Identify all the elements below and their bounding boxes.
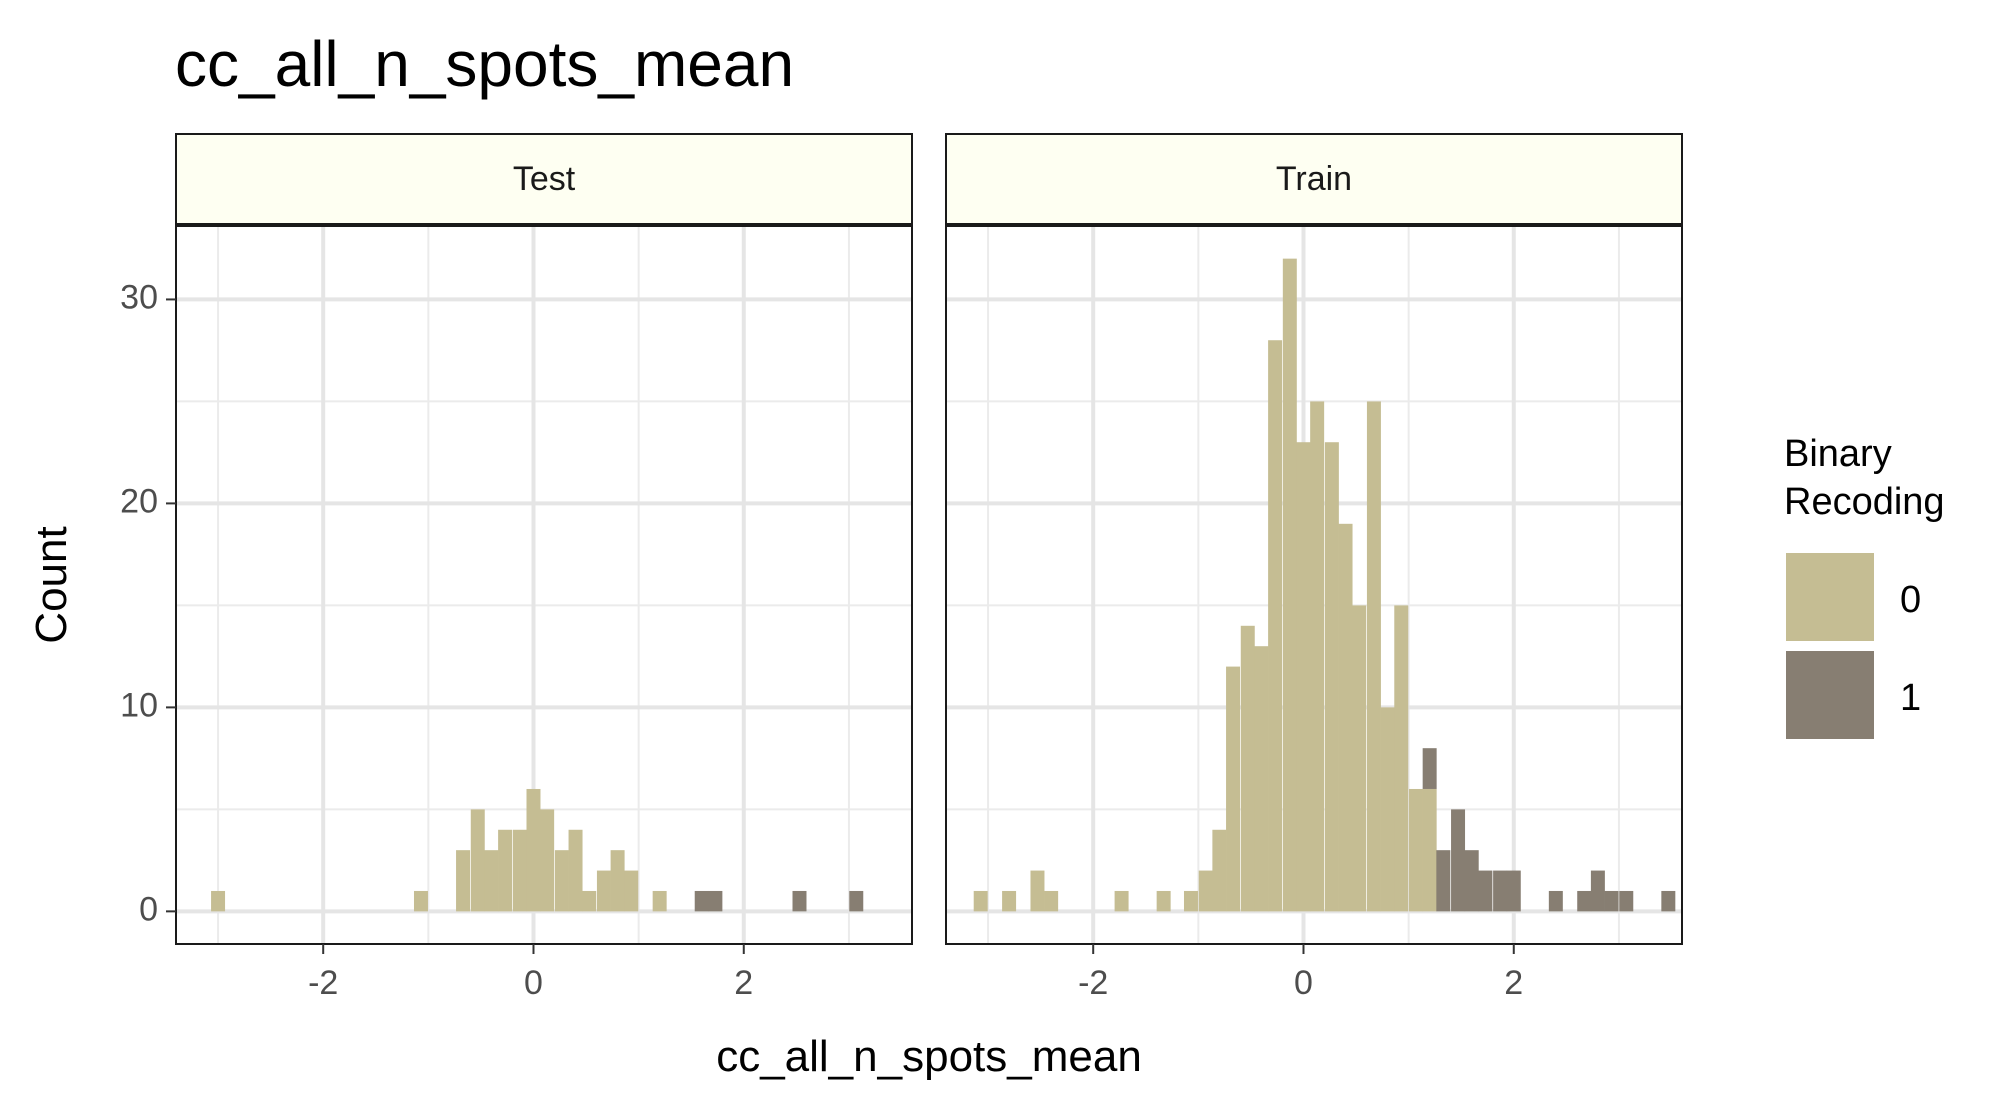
histogram-bar (1422, 788, 1437, 912)
x-tick-label: -2 (1078, 964, 1108, 1002)
y-axis: 0 10 20 30 (120, 278, 176, 928)
histogram-bar (1366, 401, 1381, 912)
histogram-bar (526, 788, 541, 912)
facet-panel-train: Train -2 0 2 (945, 133, 1683, 1002)
histogram-bar (1352, 605, 1367, 912)
histogram-bar (1212, 829, 1227, 912)
x-ticks-test: -2 0 2 (308, 944, 753, 1002)
facet-panel-test: Test -2 0 2 (175, 133, 913, 1002)
bars-test (211, 788, 864, 912)
histogram-bar (1240, 625, 1255, 912)
y-axis-title: Count (27, 526, 76, 643)
histogram-bar (1619, 890, 1634, 912)
y-tick-label: 30 (120, 278, 158, 316)
facet-strip-test (175, 133, 913, 225)
x-tick-label: 2 (734, 964, 753, 1002)
histogram-bar (1478, 870, 1493, 912)
histogram-bar (211, 890, 226, 912)
y-tick-label: 10 (120, 686, 158, 724)
histogram-bar (1002, 890, 1017, 912)
histogram-bar (1254, 646, 1269, 912)
y-tick-label: 20 (120, 482, 158, 520)
histogram-bar (1493, 870, 1508, 912)
chart-title: cc_all_n_spots_mean (175, 28, 794, 100)
histogram-bar (1422, 748, 1437, 789)
histogram-bar (568, 829, 583, 912)
facet-strip-label-train: Train (1276, 160, 1352, 198)
histogram-bar (596, 870, 611, 912)
histogram-bar (1183, 890, 1198, 912)
histogram-bar (554, 850, 569, 912)
facet-strip-train (945, 133, 1683, 225)
histogram-bar (1380, 707, 1395, 912)
histogram-bar (1114, 890, 1129, 912)
histogram-bar (1044, 890, 1059, 912)
histogram-bar (694, 890, 709, 912)
histogram-bar (1310, 401, 1325, 912)
histogram-bar (1324, 442, 1339, 912)
histogram-bar (1604, 890, 1619, 912)
histogram-bar (1198, 870, 1213, 912)
legend-label-0: 0 (1900, 579, 1921, 621)
x-ticks-train: -2 0 2 (1078, 944, 1523, 1002)
histogram-bar (1590, 870, 1605, 912)
histogram-bar (582, 890, 597, 912)
legend-key-1 (1786, 651, 1874, 739)
histogram-bar (1226, 666, 1241, 912)
legend-key-0 (1786, 553, 1874, 641)
x-tick-label: -2 (308, 964, 338, 1002)
histogram-bar (610, 850, 625, 912)
histogram-bar (973, 890, 988, 912)
histogram-bar (413, 890, 428, 912)
histogram-bar (1268, 340, 1283, 912)
histogram-bar (1296, 442, 1311, 912)
histogram-bar (1506, 870, 1521, 912)
histogram-bar (498, 829, 513, 912)
histogram-bar (1436, 850, 1451, 912)
legend-title-line-1: Binary (1784, 433, 1892, 475)
histogram-bar (512, 829, 527, 912)
histogram-bar (652, 890, 667, 912)
facet-strip-label-test: Test (513, 160, 576, 198)
histogram-bar (1577, 890, 1592, 912)
x-tick-label: 2 (1504, 964, 1523, 1002)
histogram-bar (1338, 523, 1353, 912)
legend-title-line-2: Recoding (1784, 481, 1945, 523)
histogram-bar (849, 890, 864, 912)
histogram-bar (456, 850, 471, 912)
panel-border-test (175, 225, 913, 945)
histogram-bar (708, 890, 723, 912)
histogram-bar (624, 870, 639, 912)
grid-test (176, 226, 912, 944)
x-tick-label: 0 (524, 964, 543, 1002)
histogram-bar (1156, 890, 1171, 912)
histogram-bar (1661, 890, 1676, 912)
bars-train (973, 258, 1676, 912)
x-tick-label: 0 (1294, 964, 1313, 1002)
panel-border-train (945, 225, 1683, 945)
histogram-bar (1394, 605, 1409, 912)
histogram-bar (1030, 870, 1045, 912)
histogram-bar (540, 809, 555, 912)
histogram-bar (1282, 258, 1297, 912)
legend: Binary Recoding 0 1 (1784, 433, 1945, 739)
histogram-bar (792, 890, 807, 912)
x-axis-title: cc_all_n_spots_mean (716, 1032, 1142, 1081)
histogram-bar (470, 809, 485, 912)
histogram-bar (484, 850, 499, 912)
histogram-bar (1408, 788, 1423, 912)
histogram-bar (1451, 809, 1466, 912)
histogram-bar (1464, 850, 1479, 912)
histogram-bar (1548, 890, 1563, 912)
legend-label-1: 1 (1900, 677, 1921, 719)
y-tick-label: 0 (139, 890, 158, 928)
